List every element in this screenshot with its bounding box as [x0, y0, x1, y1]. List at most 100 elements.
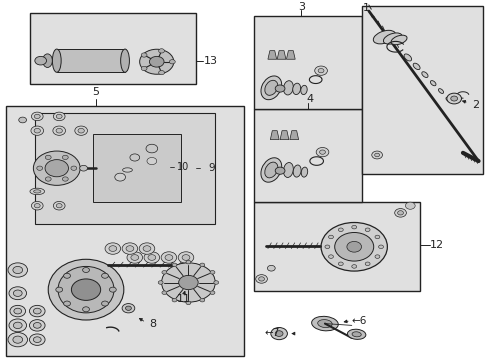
Ellipse shape: [429, 81, 435, 86]
Ellipse shape: [34, 190, 41, 193]
Circle shape: [56, 203, 62, 208]
Circle shape: [105, 243, 121, 254]
Circle shape: [34, 114, 40, 118]
Bar: [30, 13, 195, 84]
Polygon shape: [267, 51, 276, 59]
Circle shape: [109, 246, 117, 251]
Ellipse shape: [48, 259, 123, 320]
Ellipse shape: [347, 329, 365, 339]
Ellipse shape: [264, 80, 277, 95]
Circle shape: [126, 246, 134, 251]
Circle shape: [325, 245, 329, 248]
Circle shape: [213, 281, 218, 284]
Circle shape: [378, 245, 383, 248]
Text: 8: 8: [149, 319, 156, 329]
Circle shape: [13, 290, 22, 296]
Circle shape: [158, 49, 164, 53]
Circle shape: [13, 322, 22, 329]
Circle shape: [394, 208, 406, 217]
Bar: [361, 6, 483, 174]
Ellipse shape: [317, 320, 331, 328]
Circle shape: [33, 308, 41, 314]
Polygon shape: [286, 51, 295, 59]
Text: 1: 1: [362, 3, 369, 13]
Circle shape: [374, 153, 379, 157]
Circle shape: [82, 267, 89, 273]
Circle shape: [78, 129, 84, 133]
Ellipse shape: [301, 167, 307, 177]
Circle shape: [374, 255, 379, 258]
Text: ←7: ←7: [264, 328, 279, 338]
Circle shape: [35, 57, 46, 65]
Polygon shape: [280, 131, 288, 140]
Text: 10: 10: [177, 162, 189, 172]
Text: 2: 2: [471, 100, 479, 109]
Circle shape: [172, 263, 177, 267]
Circle shape: [338, 262, 343, 266]
Circle shape: [45, 155, 51, 159]
Circle shape: [102, 273, 108, 278]
Circle shape: [45, 177, 51, 181]
Circle shape: [328, 235, 333, 239]
Circle shape: [147, 157, 157, 165]
Ellipse shape: [390, 35, 406, 45]
Circle shape: [8, 263, 27, 277]
Text: 4: 4: [306, 94, 313, 104]
Circle shape: [127, 252, 142, 263]
Ellipse shape: [30, 188, 44, 195]
Circle shape: [80, 165, 87, 171]
Circle shape: [63, 273, 70, 278]
Circle shape: [19, 117, 26, 123]
Circle shape: [374, 235, 379, 239]
Ellipse shape: [403, 54, 411, 61]
Circle shape: [56, 287, 62, 292]
Circle shape: [130, 154, 140, 161]
Circle shape: [162, 291, 166, 294]
Circle shape: [141, 66, 147, 71]
Bar: [5, 106, 244, 356]
Ellipse shape: [264, 162, 277, 178]
Circle shape: [169, 60, 175, 64]
Ellipse shape: [42, 54, 52, 67]
Ellipse shape: [421, 72, 427, 77]
Circle shape: [182, 255, 189, 260]
Circle shape: [13, 266, 22, 274]
Circle shape: [270, 328, 287, 339]
Circle shape: [9, 287, 26, 300]
Circle shape: [33, 151, 80, 185]
Circle shape: [365, 228, 369, 231]
Circle shape: [275, 167, 285, 174]
Ellipse shape: [261, 158, 281, 182]
Text: 3: 3: [298, 2, 305, 12]
Ellipse shape: [445, 97, 450, 102]
Circle shape: [321, 222, 386, 271]
Bar: [254, 109, 361, 202]
Circle shape: [267, 265, 275, 271]
Circle shape: [82, 307, 89, 312]
Circle shape: [125, 306, 131, 310]
Circle shape: [122, 303, 135, 313]
Circle shape: [31, 201, 43, 210]
Circle shape: [9, 319, 26, 332]
Circle shape: [122, 243, 138, 254]
Circle shape: [148, 255, 156, 260]
Circle shape: [71, 279, 101, 300]
Circle shape: [275, 85, 285, 92]
Circle shape: [316, 148, 328, 157]
Bar: [254, 16, 361, 109]
Circle shape: [371, 151, 382, 159]
Circle shape: [200, 298, 204, 302]
Ellipse shape: [351, 332, 361, 337]
Text: 5: 5: [92, 87, 99, 97]
Circle shape: [33, 337, 41, 342]
Circle shape: [346, 242, 361, 252]
Circle shape: [143, 246, 151, 251]
Circle shape: [63, 301, 70, 306]
Circle shape: [62, 177, 68, 181]
Circle shape: [29, 334, 45, 345]
Circle shape: [14, 308, 21, 314]
Circle shape: [141, 53, 147, 57]
Ellipse shape: [52, 49, 61, 72]
Circle shape: [34, 129, 41, 133]
Circle shape: [102, 301, 108, 306]
